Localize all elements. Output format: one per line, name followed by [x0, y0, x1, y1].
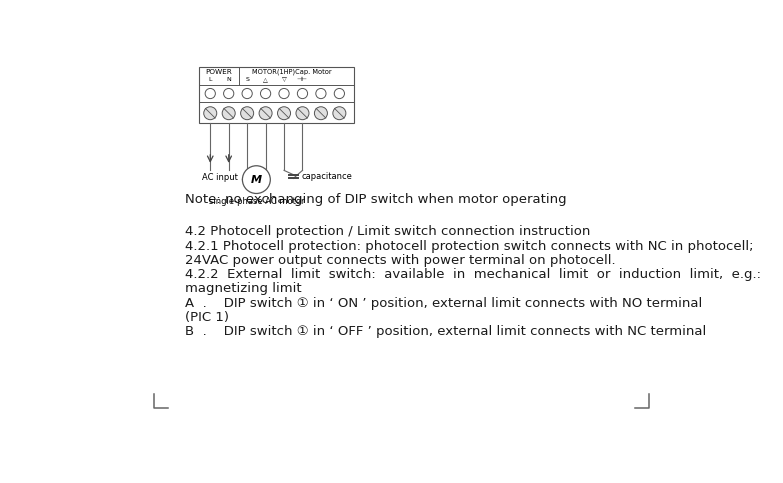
Circle shape — [259, 107, 272, 120]
Text: B  .    DIP switch ① in ‘ OFF ’ position, external limit connects with NC termin: B . DIP switch ① in ‘ OFF ’ position, ex… — [186, 325, 707, 338]
Circle shape — [298, 88, 308, 99]
Circle shape — [261, 88, 271, 99]
Bar — [199, 67, 354, 123]
Text: 4.2 Photocell protection / Limit switch connection instruction: 4.2 Photocell protection / Limit switch … — [186, 226, 591, 239]
Text: MOTOR(1HP)Cap. Motor: MOTOR(1HP)Cap. Motor — [252, 69, 331, 75]
Text: S: S — [245, 77, 249, 83]
Text: magnetizing limit: magnetizing limit — [186, 283, 302, 296]
Text: Note: no exchanging of DIP switch when motor operating: Note: no exchanging of DIP switch when m… — [186, 193, 567, 206]
Circle shape — [296, 107, 309, 120]
Circle shape — [222, 107, 235, 120]
Text: △: △ — [263, 77, 268, 83]
Text: single-phase AC motor: single-phase AC motor — [208, 197, 304, 206]
Circle shape — [279, 88, 289, 99]
Circle shape — [242, 88, 252, 99]
Text: 4.2.2  External  limit  switch:  available  in  mechanical  limit  or  induction: 4.2.2 External limit switch: available i… — [186, 268, 761, 281]
Circle shape — [315, 107, 327, 120]
Circle shape — [240, 107, 254, 120]
Circle shape — [316, 88, 326, 99]
Circle shape — [277, 107, 290, 120]
Circle shape — [243, 166, 270, 194]
Text: N: N — [226, 77, 231, 83]
Circle shape — [224, 88, 234, 99]
Circle shape — [204, 107, 217, 120]
Text: ⊣⊢: ⊣⊢ — [297, 77, 308, 83]
Text: A  .    DIP switch ① in ‘ ON ’ position, external limit connects with NO termina: A . DIP switch ① in ‘ ON ’ position, ext… — [186, 297, 702, 310]
Text: 24VAC power output connects with power terminal on photocell.: 24VAC power output connects with power t… — [186, 254, 616, 267]
Text: 4.2.1 Photocell protection: photocell protection switch connects with NC in phot: 4.2.1 Photocell protection: photocell pr… — [186, 240, 754, 253]
Text: M: M — [251, 175, 262, 185]
Text: AC input: AC input — [201, 173, 237, 183]
Circle shape — [205, 88, 215, 99]
Circle shape — [333, 107, 346, 120]
Text: POWER: POWER — [205, 69, 232, 75]
Text: L: L — [208, 77, 212, 83]
Text: (PIC 1): (PIC 1) — [186, 311, 229, 324]
Circle shape — [334, 88, 345, 99]
Text: capacitance: capacitance — [301, 172, 352, 181]
Text: ▽: ▽ — [282, 77, 287, 83]
